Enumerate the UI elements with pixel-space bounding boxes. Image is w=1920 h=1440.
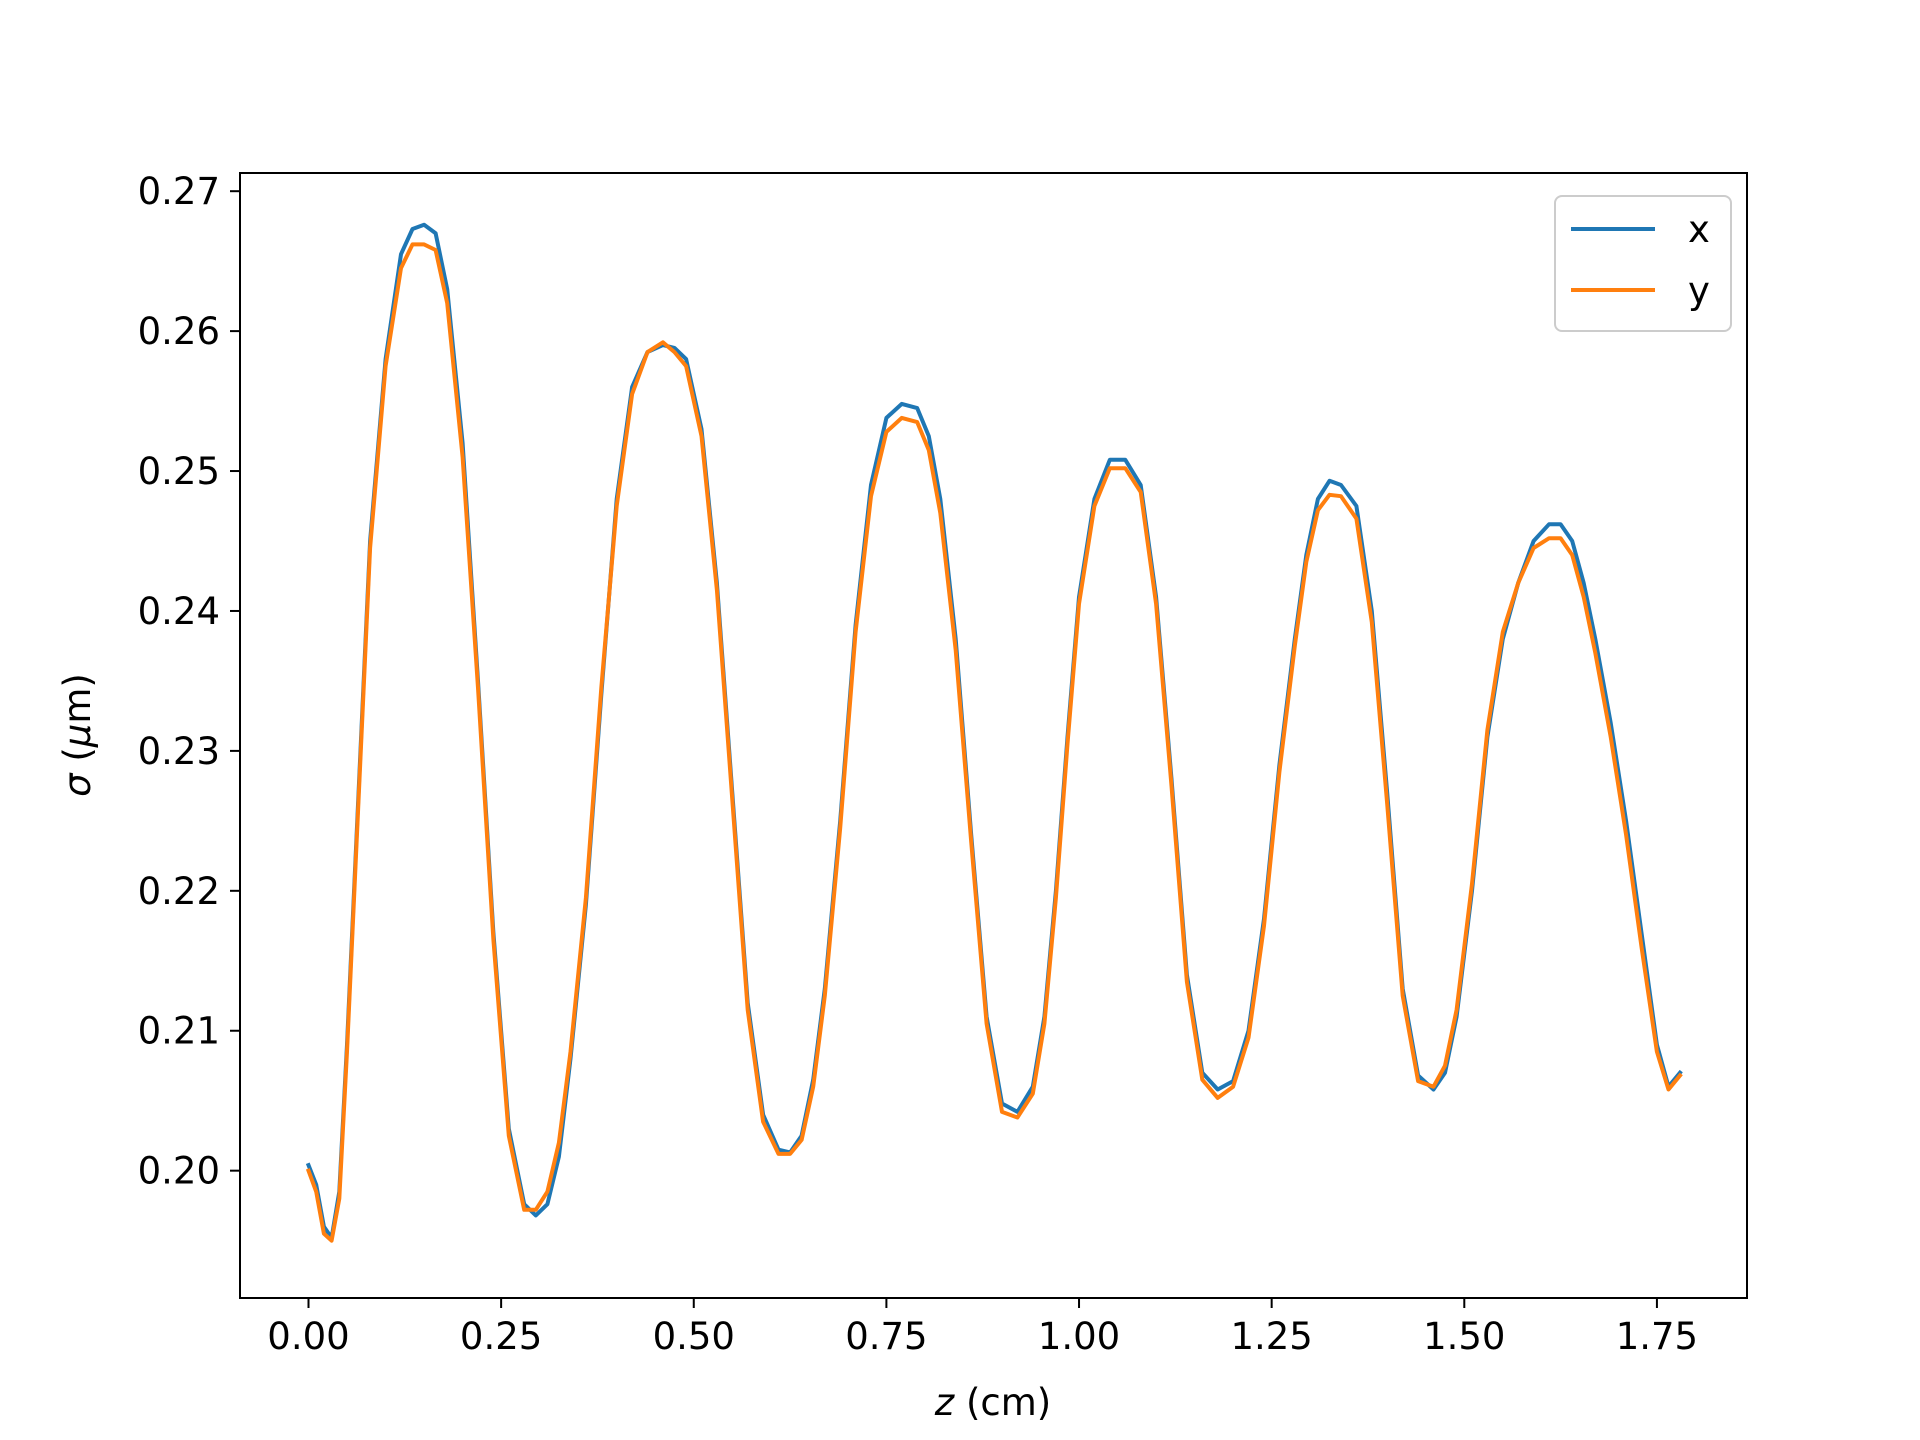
x-tick-label: 1.25 xyxy=(1230,1315,1312,1358)
x-axis-ticks: 0.00 0.25 0.50 0.75 1.00 1.25 1.50 1.75 xyxy=(267,1298,1698,1358)
x-tick-label: 0.75 xyxy=(845,1315,927,1358)
y-tick-label: 0.27 xyxy=(138,170,220,213)
x-tick-label: 1.00 xyxy=(1038,1315,1120,1358)
series-layer xyxy=(305,222,1683,1243)
legend: x y xyxy=(1554,195,1732,332)
y-axis-ticks: 0.20 0.21 0.22 0.23 0.24 0.25 0.26 0.27 xyxy=(138,170,240,1193)
y-axis-label-mu: μ xyxy=(56,724,99,749)
y-axis-label-open: ( xyxy=(56,747,99,773)
y-tick-label: 0.21 xyxy=(138,1010,220,1053)
legend-label-x: x xyxy=(1688,208,1710,251)
y-axis-label-close: m) xyxy=(56,673,99,723)
y-axis-label: σ (μm) xyxy=(56,673,99,797)
plot-frame xyxy=(239,172,1748,1299)
series-line-y xyxy=(305,242,1683,1243)
y-tick-label: 0.26 xyxy=(138,310,220,353)
x-axis-label-variable: z xyxy=(934,1381,956,1424)
y-tick-label: 0.24 xyxy=(138,590,220,633)
x-axis-label-unit: (cm) xyxy=(954,1381,1051,1424)
y-axis-label-symbol: σ xyxy=(56,772,99,797)
x-tick-label: 0.25 xyxy=(460,1315,542,1358)
x-tick-label: 1.50 xyxy=(1423,1315,1505,1358)
x-tick-label: 0.50 xyxy=(653,1315,735,1358)
x-tick-label: 1.75 xyxy=(1616,1315,1698,1358)
x-tick-label: 0.00 xyxy=(267,1315,349,1358)
x-axis-label: z (cm) xyxy=(934,1381,1051,1424)
y-tick-label: 0.23 xyxy=(138,730,220,773)
y-tick-label: 0.25 xyxy=(138,450,220,493)
y-tick-label: 0.22 xyxy=(138,870,220,913)
legend-label-y: y xyxy=(1688,269,1710,312)
y-tick-label: 0.20 xyxy=(138,1150,220,1193)
